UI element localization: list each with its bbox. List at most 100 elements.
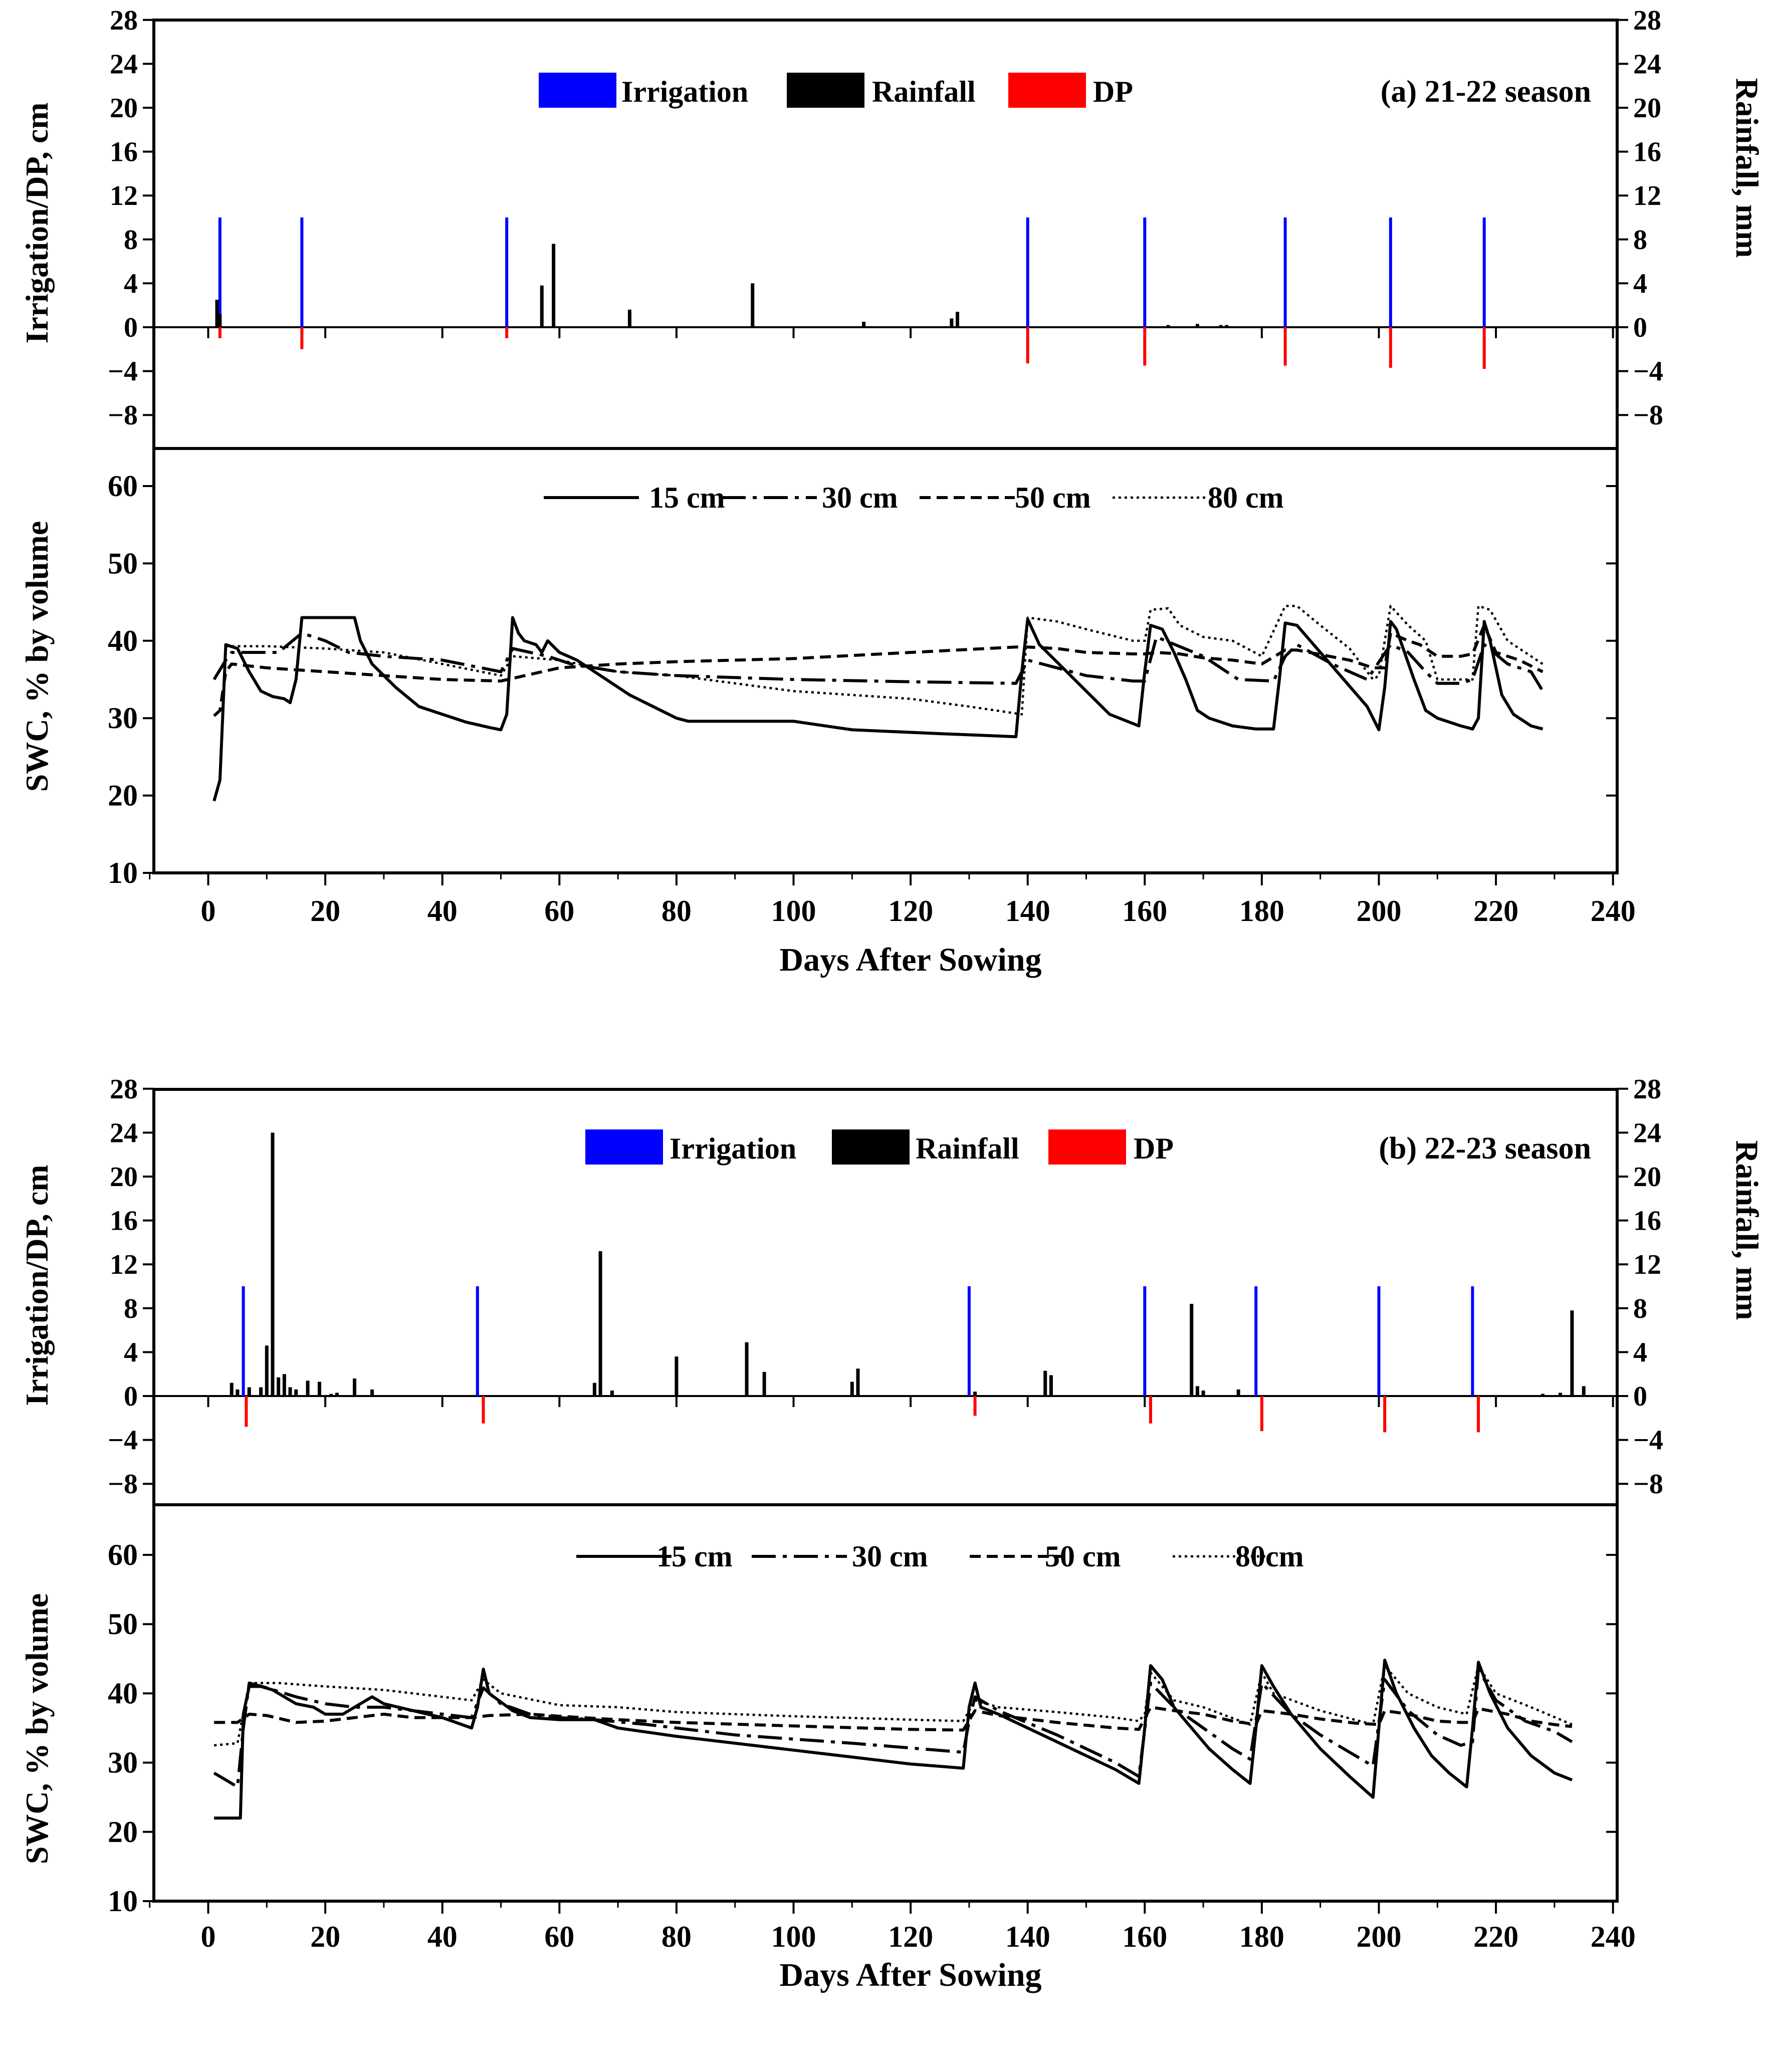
rainfall-bar xyxy=(294,1389,298,1396)
swc-plot-frame xyxy=(152,447,1619,874)
swc-line-30cm xyxy=(213,1668,1573,1788)
dp-bar xyxy=(1149,1396,1152,1424)
irrigation-bar xyxy=(1482,217,1486,327)
x-tick-label: 40 xyxy=(427,1920,458,1953)
swc-axis-title: SWC, % by volume xyxy=(19,521,55,792)
left-tick-label: 12 xyxy=(110,1249,138,1280)
swc-y-tick-label: 50 xyxy=(108,1607,138,1641)
right-tick-label: −4 xyxy=(1633,356,1663,387)
swc-legend-label: 50 cm xyxy=(1045,1540,1121,1573)
legend-label-irrigation: Irrigation xyxy=(621,75,748,108)
swc-axis-title: SWC, % by volume xyxy=(19,1593,55,1865)
right-tick-label: 4 xyxy=(1633,1337,1647,1368)
swc-legend-label: 80cm xyxy=(1235,1540,1304,1573)
rainfall-bar xyxy=(675,1356,679,1396)
dp-bar xyxy=(505,327,509,338)
x-tick-label: 20 xyxy=(310,894,340,928)
left-tick-label: 28 xyxy=(110,1074,138,1105)
swc-y-tick-label: 50 xyxy=(108,547,138,580)
swc-legend-label: 80 cm xyxy=(1208,481,1284,514)
right-tick-label: −4 xyxy=(1633,1425,1663,1456)
irrigation-bar xyxy=(218,217,222,327)
rainfall-bar xyxy=(370,1389,374,1396)
swc-y-tick-label: 60 xyxy=(108,470,138,503)
swc-y-tick-label: 10 xyxy=(108,1885,138,1918)
rainfall-bar xyxy=(1219,325,1223,327)
rainfall-bar xyxy=(1541,1394,1545,1396)
left-tick-label: 20 xyxy=(110,1162,138,1193)
irrigation-bar xyxy=(967,1286,971,1396)
x-tick-label: 160 xyxy=(1122,894,1167,928)
dp-bar xyxy=(1482,327,1486,369)
swc-y-tick-label: 10 xyxy=(108,856,138,889)
rainfall-bar xyxy=(271,1132,275,1396)
rainfall-bar xyxy=(247,1387,251,1396)
x-tick-label: 200 xyxy=(1357,894,1402,928)
rainfall-bar xyxy=(1049,1375,1053,1396)
swc-line-15cm xyxy=(212,616,1543,802)
irrigation-bar xyxy=(1143,217,1147,327)
rainfall-bar xyxy=(610,1391,614,1396)
rainfall-bar xyxy=(1582,1386,1586,1396)
rainfall-bar xyxy=(335,1393,339,1396)
irrigation-bar xyxy=(1026,217,1029,327)
swc-y-tick-label: 40 xyxy=(108,624,138,657)
right-tick-label: 12 xyxy=(1633,1249,1661,1280)
rainfall-bar xyxy=(329,1394,333,1396)
dp-bar xyxy=(1383,1396,1387,1433)
x-axis-title: Days After Sowing xyxy=(779,942,1041,978)
legend-swatch-rainfall xyxy=(832,1129,910,1165)
rainfall-bar xyxy=(259,1387,263,1396)
x-tick-label: 120 xyxy=(888,894,933,928)
left-axis-title: Irrigation/DP, cm xyxy=(19,102,55,343)
swc-y-tick-label: 30 xyxy=(108,702,138,735)
swc-line-80cm xyxy=(226,605,1543,716)
left-tick-label: 8 xyxy=(124,1293,138,1324)
rainfall-bar xyxy=(1043,1370,1047,1396)
rainfall-bar xyxy=(353,1378,356,1396)
rainfall-bar xyxy=(973,1392,977,1396)
dp-bar xyxy=(1477,1396,1480,1433)
rainfall-bar xyxy=(317,1382,321,1396)
x-tick-label: 120 xyxy=(888,1920,933,1953)
x-tick-label: 100 xyxy=(771,1920,816,1953)
x-tick-label: 200 xyxy=(1357,1920,1402,1953)
x-tick-label: 80 xyxy=(661,1920,692,1953)
legend-label-dp: DP xyxy=(1134,1132,1174,1165)
swc-legend-label: 30 cm xyxy=(822,481,898,514)
rainfall-bar xyxy=(1225,325,1229,327)
x-tick-label: 140 xyxy=(1005,894,1050,928)
rainfall-bar xyxy=(1195,324,1199,327)
right-tick-label: 28 xyxy=(1633,5,1661,36)
rainfall-bar xyxy=(627,309,631,327)
right-tick-label: 8 xyxy=(1633,1293,1647,1324)
dp-bar xyxy=(300,327,304,349)
dp-bar xyxy=(1143,327,1147,366)
irrigation-bar xyxy=(1471,1286,1474,1396)
legend-label-rainfall: Rainfall xyxy=(872,75,976,108)
rainfall-bar xyxy=(218,314,222,327)
x-tick-label: 20 xyxy=(310,1920,340,1953)
dp-bar xyxy=(482,1396,485,1424)
irrigation-bar xyxy=(476,1286,479,1396)
x-tick-label: 0 xyxy=(201,1920,216,1953)
x-tick-label: 240 xyxy=(1591,1920,1636,1953)
legend-swatch-rainfall xyxy=(787,73,864,108)
swc-line-15cm xyxy=(214,1659,1573,1820)
x-tick-label: 240 xyxy=(1591,894,1636,928)
irrigation-bar xyxy=(1283,217,1287,327)
x-tick-label: 160 xyxy=(1122,1920,1167,1953)
left-tick-label: 16 xyxy=(110,137,138,168)
panel-label: (a) 21-22 season xyxy=(1381,75,1591,109)
left-tick-label: 24 xyxy=(110,49,138,80)
swc-line-50cm xyxy=(214,1706,1573,1732)
irrigation-bar xyxy=(300,217,304,327)
left-tick-label: 4 xyxy=(124,1337,138,1368)
rainfall-bar xyxy=(592,1383,596,1396)
swc-y-tick-label: 20 xyxy=(108,779,138,812)
swc-y-tick-label: 60 xyxy=(108,1538,138,1571)
left-axis-title: Irrigation/DP, cm xyxy=(19,1165,55,1406)
swc-line-80cm xyxy=(213,1664,1573,1747)
dp-bar xyxy=(218,327,222,338)
